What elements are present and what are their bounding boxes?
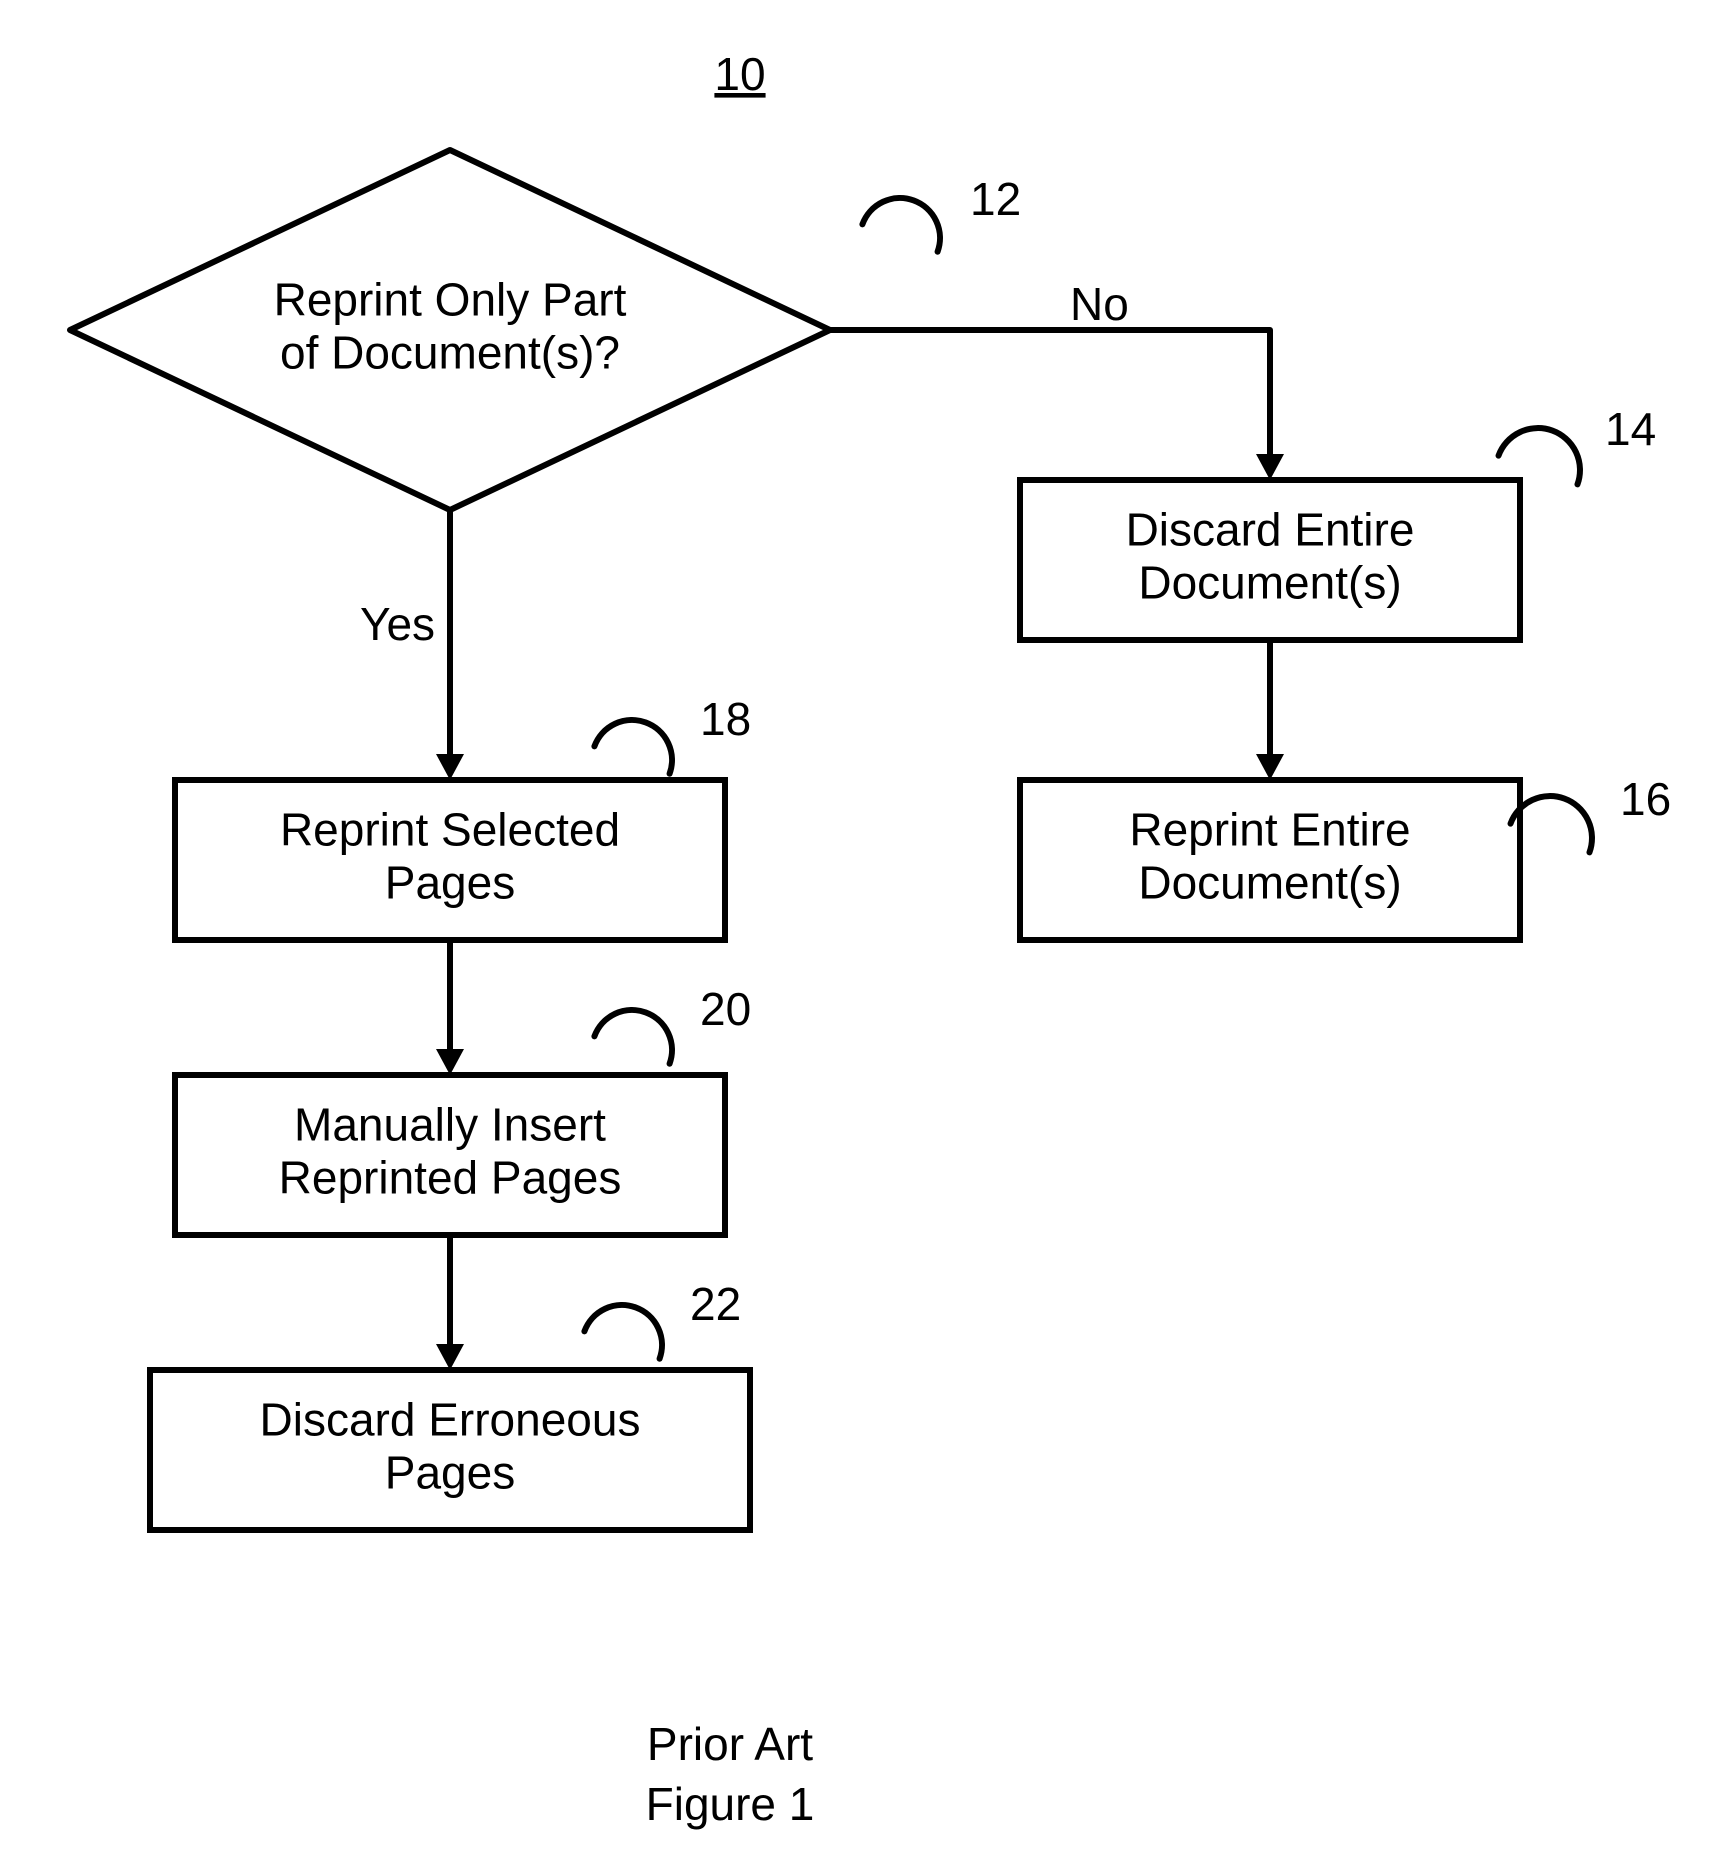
node-text-decision: of Document(s)? [280, 327, 620, 379]
node-text-discard_erroneous: Discard Erroneous [260, 1394, 641, 1446]
edge-label-no_edge: No [1070, 278, 1129, 330]
callout-hook-20 [594, 1010, 672, 1064]
node-text-manually_insert: Manually Insert [294, 1099, 606, 1151]
node-text-reprint_selected: Reprint Selected [280, 804, 620, 856]
callout-number-16: 16 [1620, 773, 1671, 825]
node-text-manually_insert: Reprinted Pages [279, 1152, 622, 1204]
callout-hook-12 [862, 198, 940, 252]
edge-label-yes_edge: Yes [360, 598, 435, 650]
arrowhead [1256, 754, 1284, 780]
callout-number-20: 20 [700, 983, 751, 1035]
figure-ref-number: 10 [714, 48, 765, 100]
node-text-reprint_entire: Document(s) [1138, 857, 1401, 909]
callout-hook-14 [1499, 428, 1580, 484]
callout-hook-18 [594, 720, 672, 774]
node-text-discard_entire: Document(s) [1138, 557, 1401, 609]
callout-number-12: 12 [970, 173, 1021, 225]
node-text-reprint_selected: Pages [385, 857, 515, 909]
callout-number-14: 14 [1605, 403, 1656, 455]
callout-number-18: 18 [700, 693, 751, 745]
callout-number-22: 22 [690, 1278, 741, 1330]
arrowhead [1256, 454, 1284, 480]
caption-prior-art: Prior Art [647, 1718, 813, 1770]
node-text-decision: Reprint Only Part [274, 274, 627, 326]
edge-no_edge [830, 330, 1270, 454]
callout-hook-22 [584, 1305, 662, 1359]
node-text-discard_entire: Discard Entire [1126, 504, 1415, 556]
arrowhead [436, 1344, 464, 1370]
arrowhead [436, 1049, 464, 1075]
caption-figure-number: Figure 1 [646, 1778, 815, 1830]
flowchart-canvas: 10 Reprint Only Partof Document(s)? Discar… [0, 0, 1724, 1848]
node-text-discard_erroneous: Pages [385, 1447, 515, 1499]
node-text-reprint_entire: Reprint Entire [1129, 804, 1410, 856]
arrowhead [436, 754, 464, 780]
